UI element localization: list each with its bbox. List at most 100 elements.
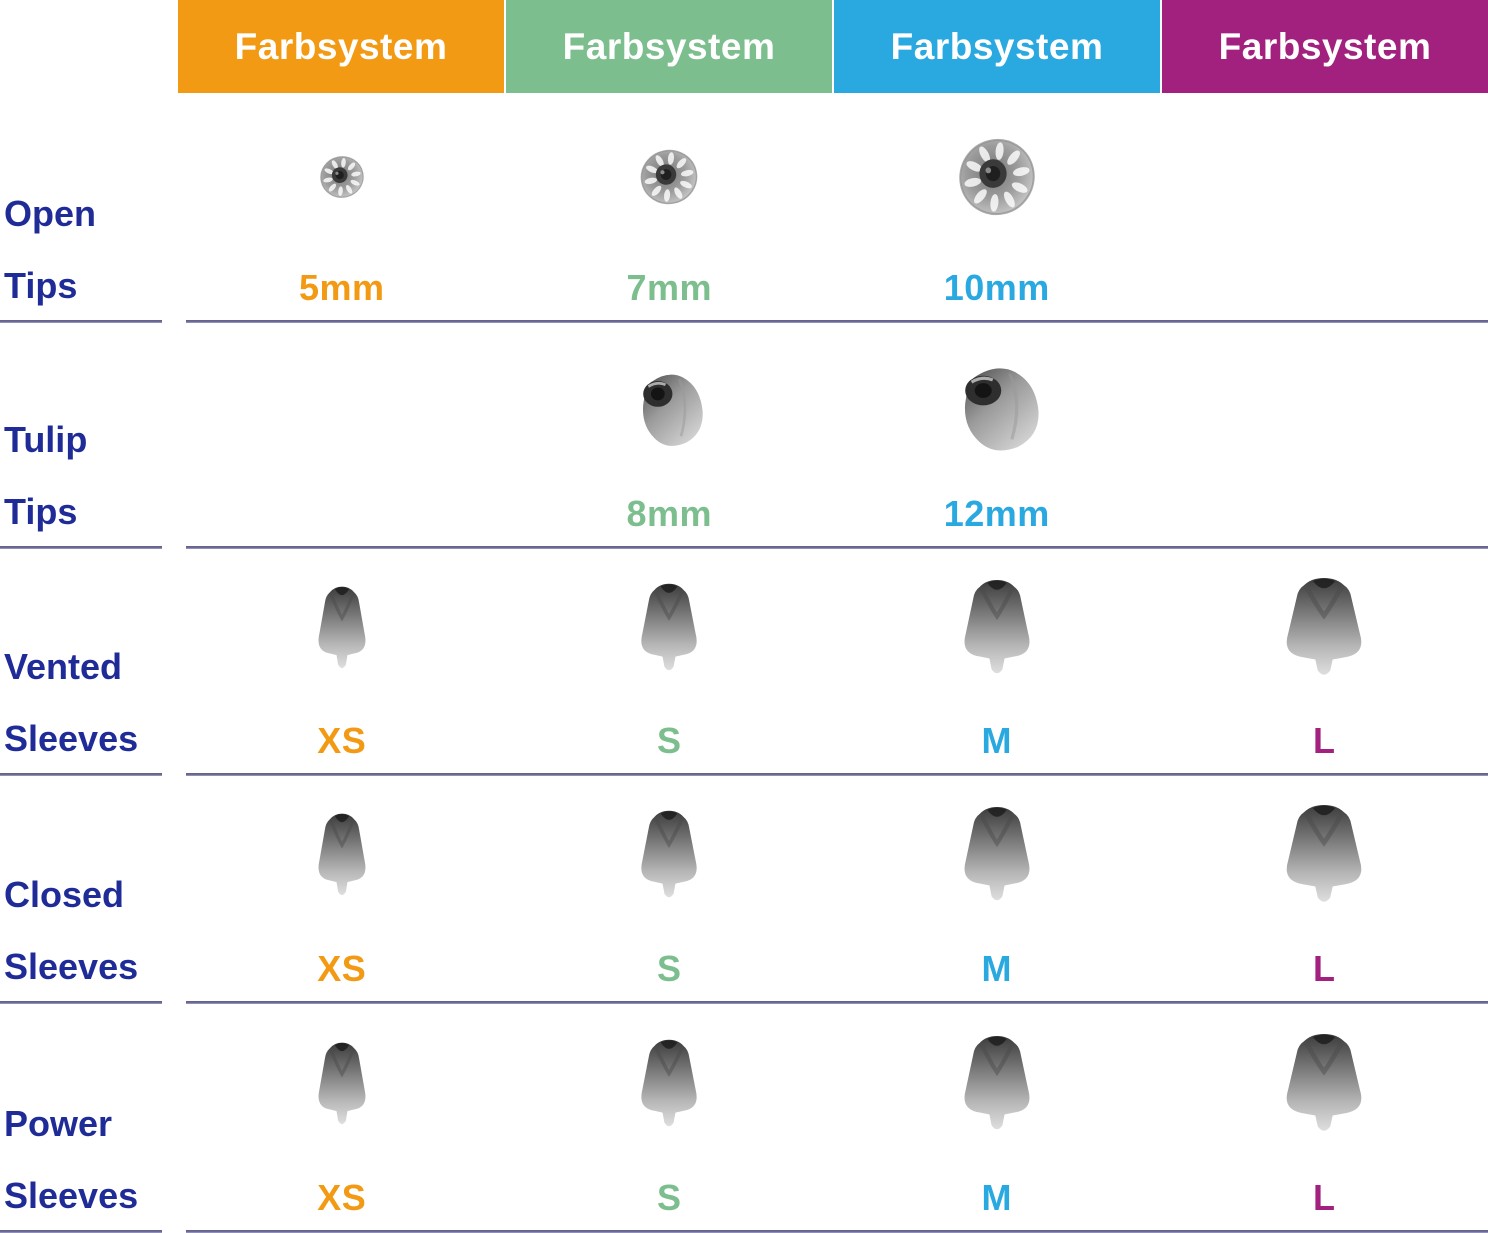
cell-closed-sleeves-l: L: [1161, 776, 1488, 1004]
size-label-8mm: 8mm: [626, 493, 713, 534]
size-label-s: S: [656, 1177, 682, 1218]
row-label-line: Power: [4, 1103, 113, 1144]
row-label-line: Tips: [4, 491, 78, 532]
power-sleeve-xs-image: [178, 1004, 506, 1171]
size-label-l: L: [1313, 948, 1336, 989]
row-label-closed-sleeves: Closed Sleeves: [0, 776, 178, 1004]
row-tulip-tips: Tulip Tips 8mm 12mm: [0, 323, 1488, 549]
vented-sleeve-l-image: [1161, 549, 1488, 714]
open-tip-icon: [639, 147, 699, 207]
open-tip-5mm-image: [178, 93, 506, 261]
row-label-line: Tips: [4, 265, 78, 306]
empty-cell: [178, 323, 506, 487]
closed-sleeve-s-image: [506, 776, 834, 942]
row-label-line: Open: [4, 193, 97, 234]
tulip-tip-icon: [963, 366, 1040, 453]
sleeve-icon: [943, 804, 1051, 914]
open-tip-7mm-image: [506, 93, 834, 261]
power-sleeve-l-image: [1161, 1004, 1488, 1171]
row-label-line: Sleeves: [4, 718, 139, 759]
row-label-line: Tulip: [4, 419, 88, 460]
sleeve-icon: [943, 1033, 1051, 1143]
vented-sleeve-s-image: [506, 549, 834, 714]
cell-open-tips-green: 7mm: [506, 93, 834, 323]
header-farbsystem-orange: Farbsystem: [178, 0, 504, 93]
sleeve-icon: [316, 811, 367, 897]
sleeve-icon: [639, 581, 699, 672]
size-label-5mm: 5mm: [298, 267, 385, 308]
row-closed-sleeves: Closed Sleeves XS S M L: [0, 776, 1488, 1004]
cell-vented-sleeves-s: S: [506, 549, 834, 776]
cell-tulip-tips-purple-empty: [1161, 323, 1488, 549]
cell-vented-sleeves-m: M: [833, 549, 1161, 776]
cell-closed-sleeves-s: S: [506, 776, 834, 1004]
sleeve-icon: [1262, 575, 1386, 689]
tulip-tip-12mm-image: [833, 323, 1161, 487]
power-sleeve-m-image: [833, 1004, 1161, 1171]
header-farbsystem-green: Farbsystem: [506, 0, 832, 93]
closed-sleeve-l-image: [1161, 776, 1488, 942]
row-label-line: Sleeves: [4, 946, 139, 987]
closed-sleeve-xs-image: [178, 776, 506, 942]
row-power-sleeves: Power Sleeves XS S M L: [0, 1004, 1488, 1233]
row-label-open-tips: Open Tips: [0, 93, 178, 323]
size-label-xs: XS: [317, 720, 367, 761]
cell-open-tips-purple-empty: [1161, 93, 1488, 323]
size-label-s: S: [656, 948, 682, 989]
sleeve-icon: [639, 808, 699, 900]
cell-power-sleeves-m: M: [833, 1004, 1161, 1233]
open-tip-10mm-image: [833, 93, 1161, 261]
vented-sleeve-xs-image: [178, 549, 506, 714]
tulip-tip-8mm-image: [506, 323, 834, 487]
cell-closed-sleeves-xs: XS: [178, 776, 506, 1004]
row-label-power-sleeves: Power Sleeves: [0, 1004, 178, 1233]
header-farbsystem-blue: Farbsystem: [834, 0, 1160, 93]
power-sleeve-s-image: [506, 1004, 834, 1171]
size-label-xs: XS: [317, 948, 367, 989]
row-label-line: Vented: [4, 646, 123, 687]
cell-power-sleeves-xs: XS: [178, 1004, 506, 1233]
cell-vented-sleeves-l: L: [1161, 549, 1488, 776]
size-label-l: L: [1313, 1177, 1336, 1218]
sleeve-icon: [639, 1037, 699, 1128]
row-label-vented-sleeves: Vented Sleeves: [0, 549, 178, 776]
size-label-10mm: 10mm: [943, 267, 1050, 308]
header-row: Farbsystem Farbsystem Farbsystem Farbsys…: [178, 0, 1488, 93]
cell-power-sleeves-s: S: [506, 1004, 834, 1233]
sleeve-icon: [943, 577, 1051, 687]
row-vented-sleeves: Vented Sleeves XS S M L: [0, 549, 1488, 776]
sleeve-icon: [1262, 802, 1386, 916]
cell-tulip-tips-orange-empty: [178, 323, 506, 549]
cell-tulip-tips-blue: 12mm: [833, 323, 1161, 549]
vented-sleeve-m-image: [833, 549, 1161, 714]
open-tip-icon: [957, 135, 1037, 219]
cell-tulip-tips-green: 8mm: [506, 323, 834, 549]
tulip-tip-icon: [641, 373, 705, 448]
size-label-7mm: 7mm: [626, 267, 713, 308]
closed-sleeve-m-image: [833, 776, 1161, 942]
size-label-s: S: [656, 720, 682, 761]
header-farbsystem-purple: Farbsystem: [1162, 0, 1488, 93]
row-label-tulip-tips: Tulip Tips: [0, 323, 178, 549]
cell-vented-sleeves-xs: XS: [178, 549, 506, 776]
size-label-12mm: 12mm: [943, 493, 1050, 534]
size-label-m: M: [981, 948, 1012, 989]
size-label-l: L: [1313, 720, 1336, 761]
size-label-m: M: [981, 1177, 1012, 1218]
empty-cell: [1161, 323, 1488, 487]
cell-open-tips-blue: 10mm: [833, 93, 1161, 323]
cell-open-tips-orange: 5mm: [178, 93, 506, 323]
cell-closed-sleeves-m: M: [833, 776, 1161, 1004]
row-label-line: Closed: [4, 874, 125, 915]
row-label-line: Sleeves: [4, 1175, 139, 1216]
size-label-xs: XS: [317, 1177, 367, 1218]
sleeve-icon: [316, 1040, 367, 1126]
size-label-m: M: [981, 720, 1012, 761]
row-open-tips: Open Tips 5mm 7mm 10mm: [0, 93, 1488, 323]
open-tip-icon: [319, 154, 365, 200]
sleeve-icon: [316, 584, 367, 670]
cell-power-sleeves-l: L: [1161, 1004, 1488, 1233]
empty-cell: [1161, 93, 1488, 261]
sleeve-icon: [1262, 1031, 1386, 1145]
